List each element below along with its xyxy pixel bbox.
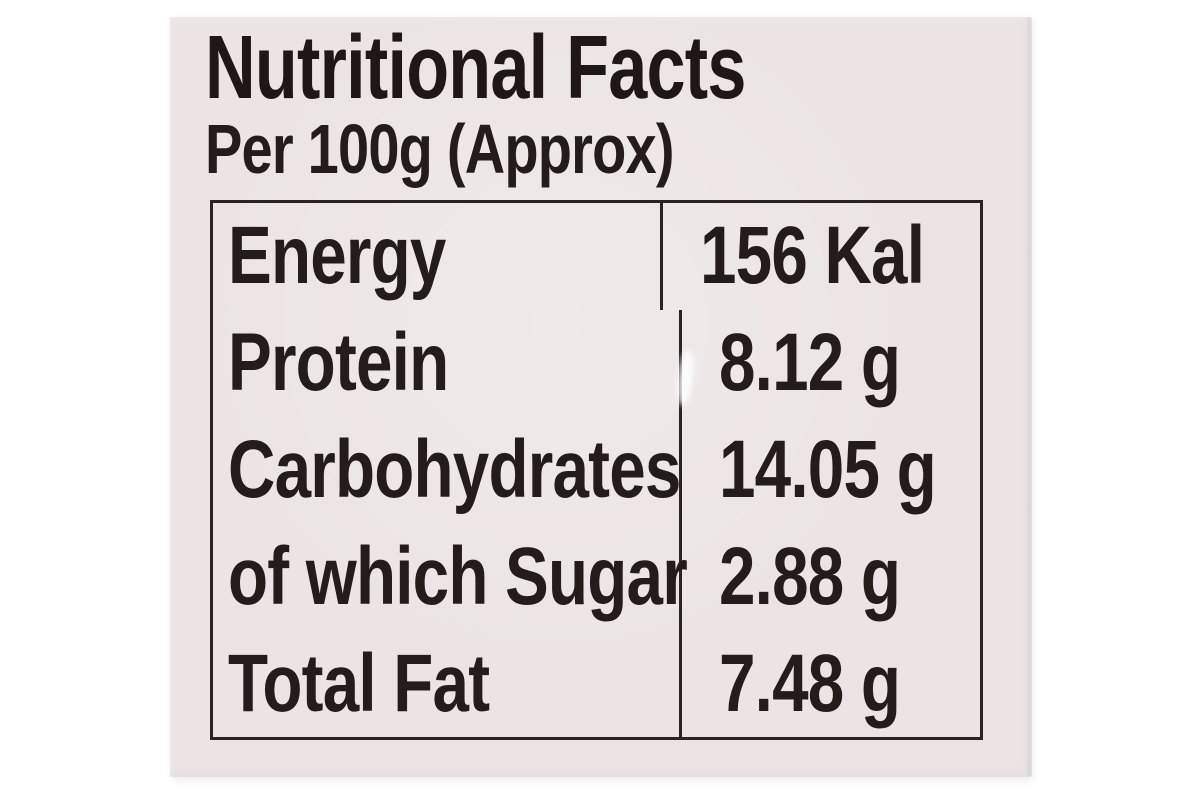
label-title-text: Nutritional Facts — [205, 18, 746, 118]
nutrient-name: Energy — [228, 210, 446, 302]
nutrient-value-cell: 8.12 g — [682, 310, 980, 417]
label-edge-shadow — [1026, 17, 1032, 777]
nutrient-value-cell: 7.48 g — [682, 630, 980, 737]
nutrition-table: Energy 156 Kal Protein 8.12 g Carbohydra… — [210, 200, 983, 740]
nutrient-value: 14.05 g — [719, 423, 937, 515]
nutrient-name-cell: Total Fat — [213, 630, 682, 737]
nutrient-name-cell: Energy — [213, 203, 663, 310]
label-subtitle-text: Per 100g (Approx) — [205, 110, 675, 188]
nutrient-value: 7.48 g — [719, 637, 901, 729]
table-row: Total Fat 7.48 g — [213, 630, 980, 737]
table-row: of which Sugar 2.88 g — [213, 523, 980, 631]
nutrient-value: 2.88 g — [719, 530, 901, 622]
nutrient-value: 156 Kal — [699, 210, 925, 302]
nutrient-name: Protein — [228, 317, 449, 409]
nutrient-value-cell: 2.88 g — [682, 523, 980, 630]
table-row: Protein 8.12 g — [213, 309, 980, 417]
nutrient-name: Total Fat — [228, 637, 490, 729]
nutrient-name-cell: of which Sugar — [213, 523, 688, 631]
nutrient-name-cell: Protein — [213, 309, 682, 417]
table-row: Energy 156 Kal — [213, 203, 980, 310]
nutrient-name: Carbohydrates — [228, 423, 681, 515]
table-row: Carbohydrates 14.05 g — [213, 416, 980, 524]
nutrient-name-cell: Carbohydrates — [213, 416, 682, 524]
label-subtitle: Per 100g (Approx) — [205, 114, 791, 184]
nutrition-label: Nutritional Facts Per 100g (Approx) Ener… — [170, 17, 1032, 777]
nutrient-value-cell: 14.05 g — [682, 417, 990, 524]
label-title: Nutritional Facts — [205, 23, 898, 113]
nutrient-name: of which Sugar — [228, 530, 688, 622]
nutrient-value-cell: 156 Kal — [663, 203, 980, 310]
nutrient-value: 8.12 g — [719, 317, 901, 409]
